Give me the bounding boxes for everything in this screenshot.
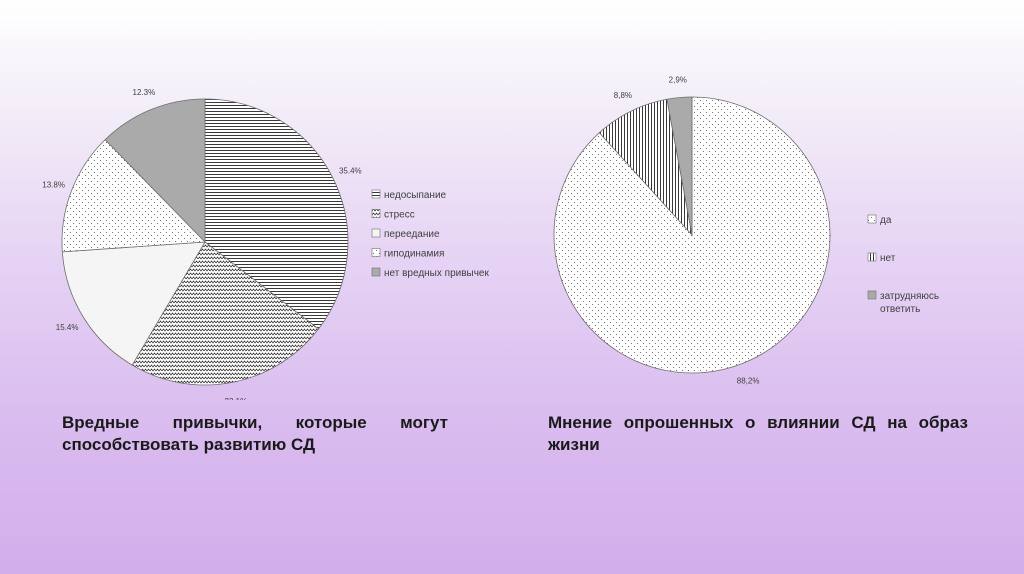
legend-entry-да: да	[880, 215, 892, 226]
legend-swatch-да	[867, 214, 877, 224]
data-label-переедание: 15.4%	[56, 323, 79, 332]
legend-entry-переедание: переедание	[384, 229, 440, 240]
caption-bad-habits: Вредные привычки, которые могут способст…	[62, 413, 448, 454]
legend-opinion: да нет затрудняюсь ответить	[867, 214, 939, 315]
legend-swatch-гиподинамия	[371, 248, 381, 257]
pie-slice-недосыпание	[204, 98, 349, 330]
legend-swatch-переедание	[371, 228, 381, 238]
legend-swatch-нет	[867, 252, 877, 262]
legend-swatch-нет-вредных-привычек	[371, 267, 381, 277]
data-label-стресс: 23.1%	[225, 397, 248, 400]
data-label-недосыпание: 35.4%	[339, 166, 362, 175]
data-label-затрудняюсь-ответить: 2,9%	[669, 76, 687, 85]
data-label-гиподинамия: 13.8%	[42, 180, 65, 189]
pie-slice-нет-вредных-привычек	[104, 98, 206, 243]
data-label-нет: 8,8%	[614, 91, 632, 100]
legend-entry-гиподинамия: гиподинамия	[384, 249, 444, 260]
legend-entry-стресс: стресс	[384, 210, 415, 221]
pie-slice-затрудняюсь-ответить	[666, 96, 693, 236]
legend-entry-затрудняюсь-ответить: затрудняюсь ответить	[880, 291, 939, 315]
charts-canvas: 35.4% 23.1% 15.4% 13.8% 12.3% недосыпание стр…	[42, 76, 939, 400]
legend-bad-habits: недосыпание стресс переедание гиподинамия не…	[371, 189, 489, 279]
pie-slice-гиподинамия	[61, 139, 206, 253]
legend-swatch-стресс	[371, 209, 381, 218]
legend-entry-недосыпание: недосыпание	[384, 190, 447, 201]
pie-slice-стресс	[131, 241, 320, 386]
data-label-да: 88,2%	[737, 377, 760, 386]
data-label-нет-вредных-привычек: 12.3%	[133, 88, 156, 97]
legend-entry-нет: нет	[880, 253, 896, 264]
pie-slice-переедание	[61, 241, 206, 366]
caption-opinion: Мнение опрошенных о влиянии СД на образ …	[548, 413, 968, 454]
legend-swatch-недосыпание	[371, 189, 381, 199]
pie-chart-bad-habits: 35.4% 23.1% 15.4% 13.8% 12.3%	[42, 88, 361, 400]
legend-entry-нет-вредных-привычек: нет вредных привычек	[384, 268, 489, 279]
legend-swatch-затрудняюсь-ответить	[867, 290, 877, 300]
pie-chart-opinion: 88,2% 8,8% 2,9%	[553, 76, 831, 386]
